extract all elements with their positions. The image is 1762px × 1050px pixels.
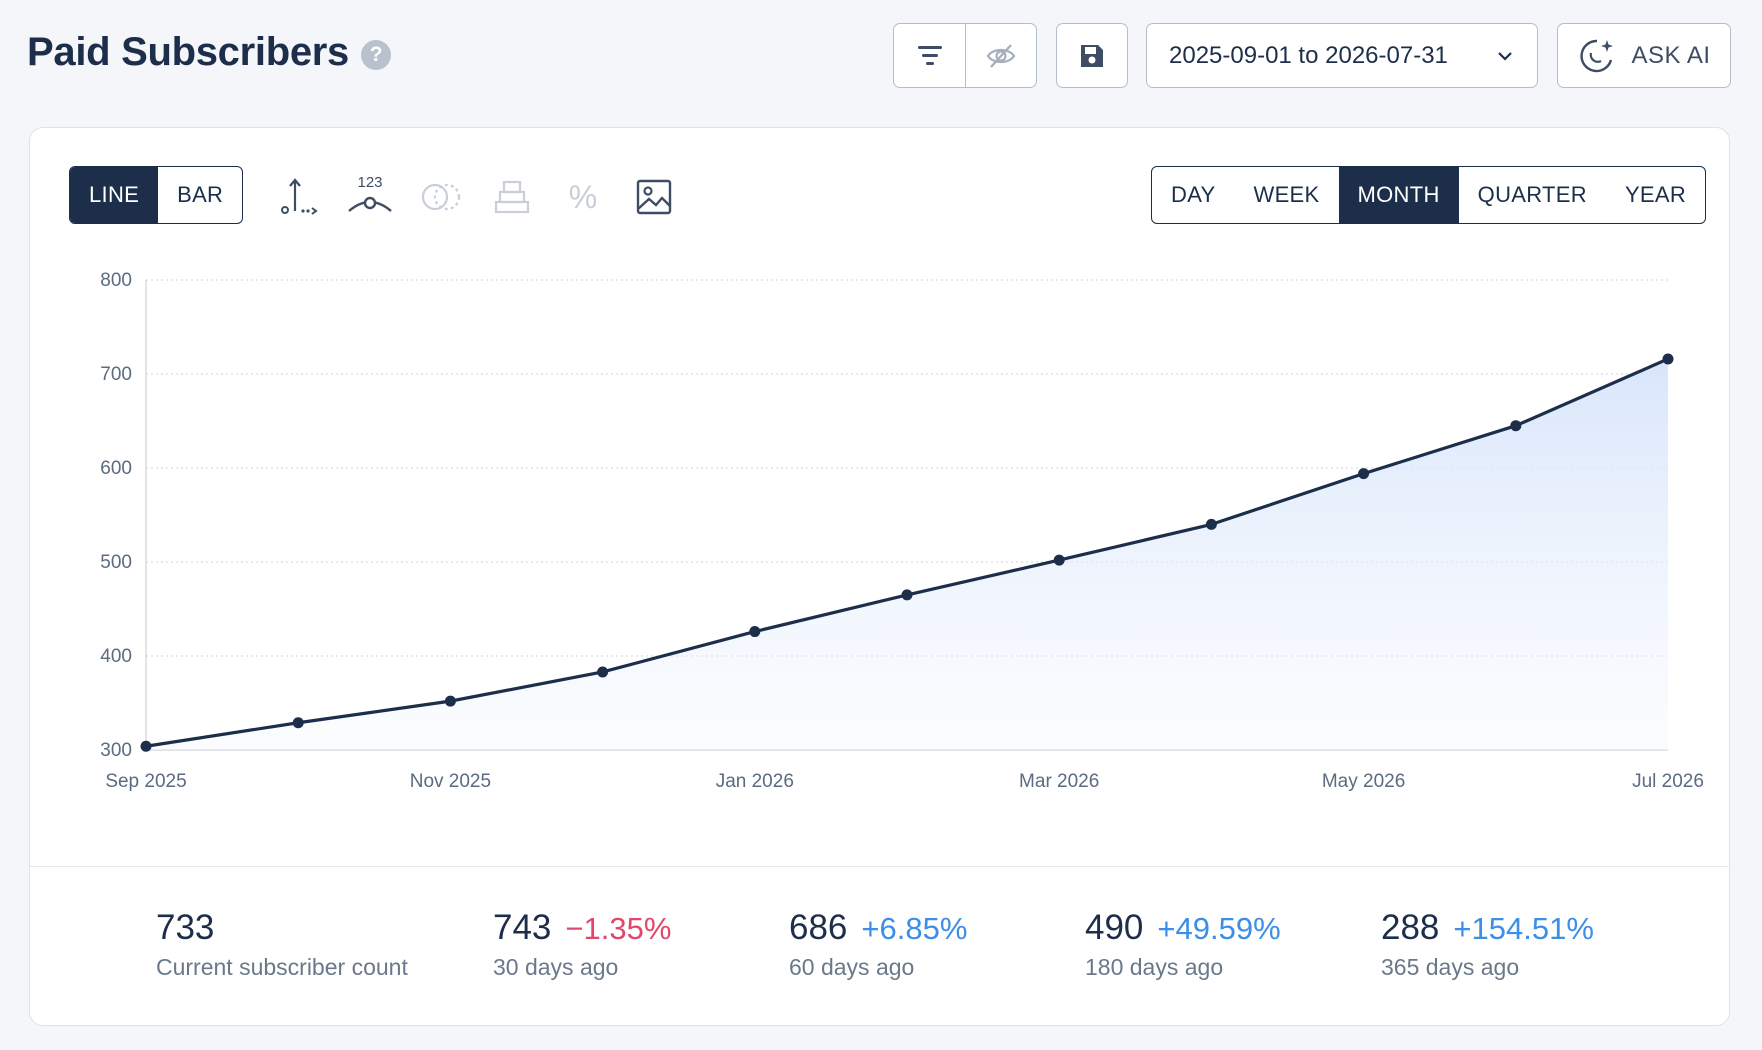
- y-tick-label: 800: [100, 270, 132, 291]
- data-point: [444, 695, 456, 707]
- data-point: [1053, 554, 1065, 566]
- chevron-down-icon: [1498, 51, 1512, 61]
- save-button[interactable]: [1057, 24, 1127, 87]
- stat-value: 288: [1381, 908, 1440, 947]
- stat-value: 686: [789, 908, 848, 947]
- stat-60-days: 686 +6.85% 60 days ago: [789, 908, 967, 981]
- ask-ai-label: ASK AI: [1631, 41, 1711, 69]
- filter-button[interactable]: [894, 24, 965, 87]
- stat-value: 743: [493, 908, 552, 947]
- page-title-text: Paid Subscribers: [27, 30, 349, 74]
- stack-icon: [494, 180, 530, 214]
- stats-divider: [30, 866, 1729, 867]
- y-tick-label: 700: [100, 364, 132, 385]
- data-labels-icon: 123: [348, 174, 392, 212]
- stack-button: [488, 173, 536, 221]
- save-group: [1056, 23, 1128, 88]
- save-icon: [1081, 44, 1103, 67]
- data-point: [140, 740, 152, 752]
- date-range-select[interactable]: 2025-09-01 to 2026-07-31: [1146, 23, 1538, 88]
- y-tick-label: 600: [100, 458, 132, 479]
- x-tick-label: Mar 2026: [1019, 771, 1099, 792]
- axis-scale-icon: [281, 178, 318, 215]
- stat-30-days: 743 −1.35% 30 days ago: [493, 908, 671, 981]
- percent-button: %: [559, 173, 607, 221]
- image-export-icon: [636, 179, 672, 215]
- y-tick-label: 300: [100, 740, 132, 761]
- stat-change: +49.59%: [1157, 911, 1281, 946]
- granularity-year[interactable]: YEAR: [1624, 182, 1687, 207]
- x-tick-label: Jul 2026: [1632, 771, 1704, 792]
- subscribers-chart: 300 400 500 600 700 800 Sep 2025 Nov 2025 Jan 2…: [100, 270, 1704, 792]
- stat-change: +6.85%: [861, 911, 968, 946]
- stat-365-days: 288 +154.51% 365 days ago: [1381, 908, 1594, 981]
- x-tick-label: Jan 2026: [716, 771, 794, 792]
- chart-type-toggle: LINE BAR: [69, 166, 244, 224]
- image-export-button[interactable]: [630, 173, 678, 221]
- ask-ai-button[interactable]: ASK AI: [1557, 23, 1731, 88]
- granularity-toggle: DAY WEEK MONTH QUARTER YEAR: [1151, 166, 1707, 224]
- axis-scale-button[interactable]: [275, 173, 323, 221]
- chart-type-line[interactable]: LINE: [70, 167, 159, 223]
- data-point: [292, 717, 304, 729]
- hide-button[interactable]: [965, 24, 1036, 87]
- help-icon[interactable]: ?: [361, 39, 391, 70]
- y-tick-label: 400: [100, 646, 132, 667]
- x-tick-label: Sep 2025: [105, 771, 186, 792]
- stat-label: 60 days ago: [789, 954, 915, 980]
- compare-icon: [421, 183, 461, 211]
- data-point: [1205, 518, 1217, 530]
- data-point: [749, 626, 761, 638]
- data-point: [597, 666, 609, 678]
- x-tick-label: Nov 2025: [410, 771, 491, 792]
- date-range-value: 2025-09-01 to 2026-07-31: [1169, 41, 1448, 69]
- series-area: [146, 358, 1668, 750]
- filter-lines-icon: [917, 45, 942, 65]
- stat-180-days: 490 +49.59% 180 days ago: [1085, 908, 1281, 981]
- stat-label: 30 days ago: [493, 954, 619, 980]
- stat-current: 733 Current subscriber count: [156, 908, 408, 981]
- data-labels-button[interactable]: 123: [346, 173, 394, 221]
- stat-value: 733: [156, 908, 215, 947]
- compare-button: [417, 173, 465, 221]
- chart-card: LINE BAR 123: [29, 127, 1730, 1026]
- stat-label: 365 days ago: [1381, 954, 1520, 980]
- chart-type-bar[interactable]: BAR: [177, 182, 224, 207]
- page-title: Paid Subscribers ?: [27, 30, 391, 75]
- data-point: [1510, 420, 1522, 432]
- view-tools-group: [893, 23, 1037, 88]
- stat-label: 180 days ago: [1085, 954, 1224, 980]
- data-point: [1662, 353, 1674, 365]
- percent-icon-text: %: [569, 179, 597, 215]
- stat-change: −1.35%: [565, 911, 672, 946]
- chart-tools: 123 %: [275, 168, 678, 226]
- ai-sparkle-icon: [1580, 39, 1614, 72]
- stat-label: Current subscriber count: [156, 954, 408, 980]
- granularity-quarter[interactable]: QUARTER: [1477, 182, 1587, 207]
- data-point: [1358, 468, 1370, 480]
- granularity-day[interactable]: DAY: [1171, 182, 1216, 207]
- eye-off-icon: [986, 43, 1016, 68]
- granularity-week[interactable]: WEEK: [1253, 182, 1320, 207]
- percent-icon: %: [569, 179, 597, 215]
- stat-value: 490: [1085, 908, 1144, 947]
- data-labels-icon-text: 123: [357, 174, 382, 191]
- stat-change: +154.51%: [1453, 911, 1594, 946]
- granularity-month[interactable]: MONTH: [1338, 167, 1459, 223]
- y-tick-label: 500: [100, 552, 132, 573]
- data-point: [901, 589, 913, 601]
- x-tick-label: May 2026: [1322, 771, 1405, 792]
